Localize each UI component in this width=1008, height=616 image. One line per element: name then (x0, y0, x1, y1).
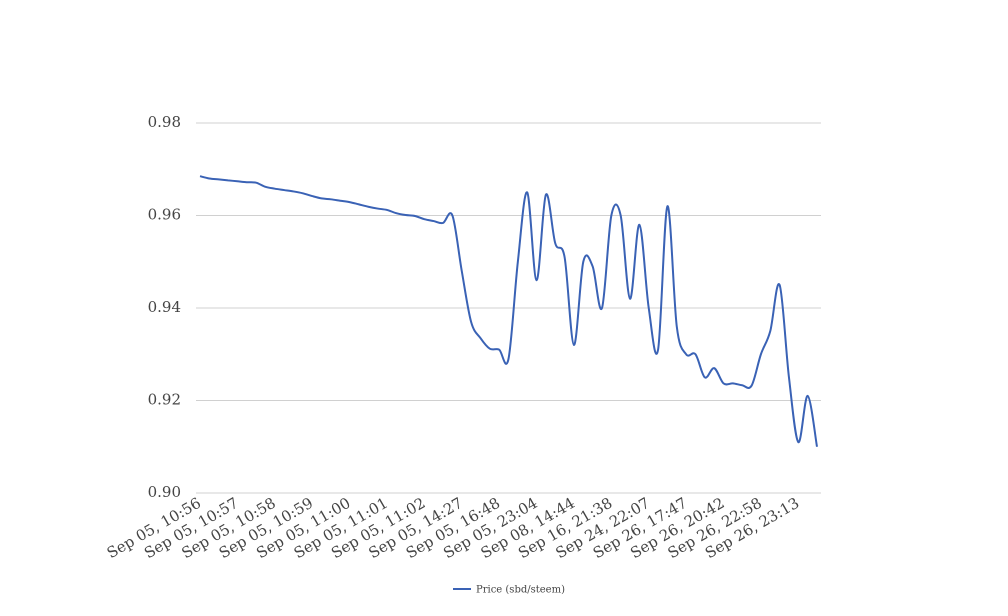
y-tick-label: 0.94 (148, 298, 181, 316)
y-tick-label: 0.92 (148, 391, 181, 409)
y-tick-label: 0.98 (148, 113, 181, 131)
y-tick-label: 0.96 (148, 206, 181, 224)
y-tick-label: 0.90 (148, 483, 181, 501)
line-series (199, 175, 818, 447)
legend-label: Price (sbd/steem) (476, 585, 565, 596)
